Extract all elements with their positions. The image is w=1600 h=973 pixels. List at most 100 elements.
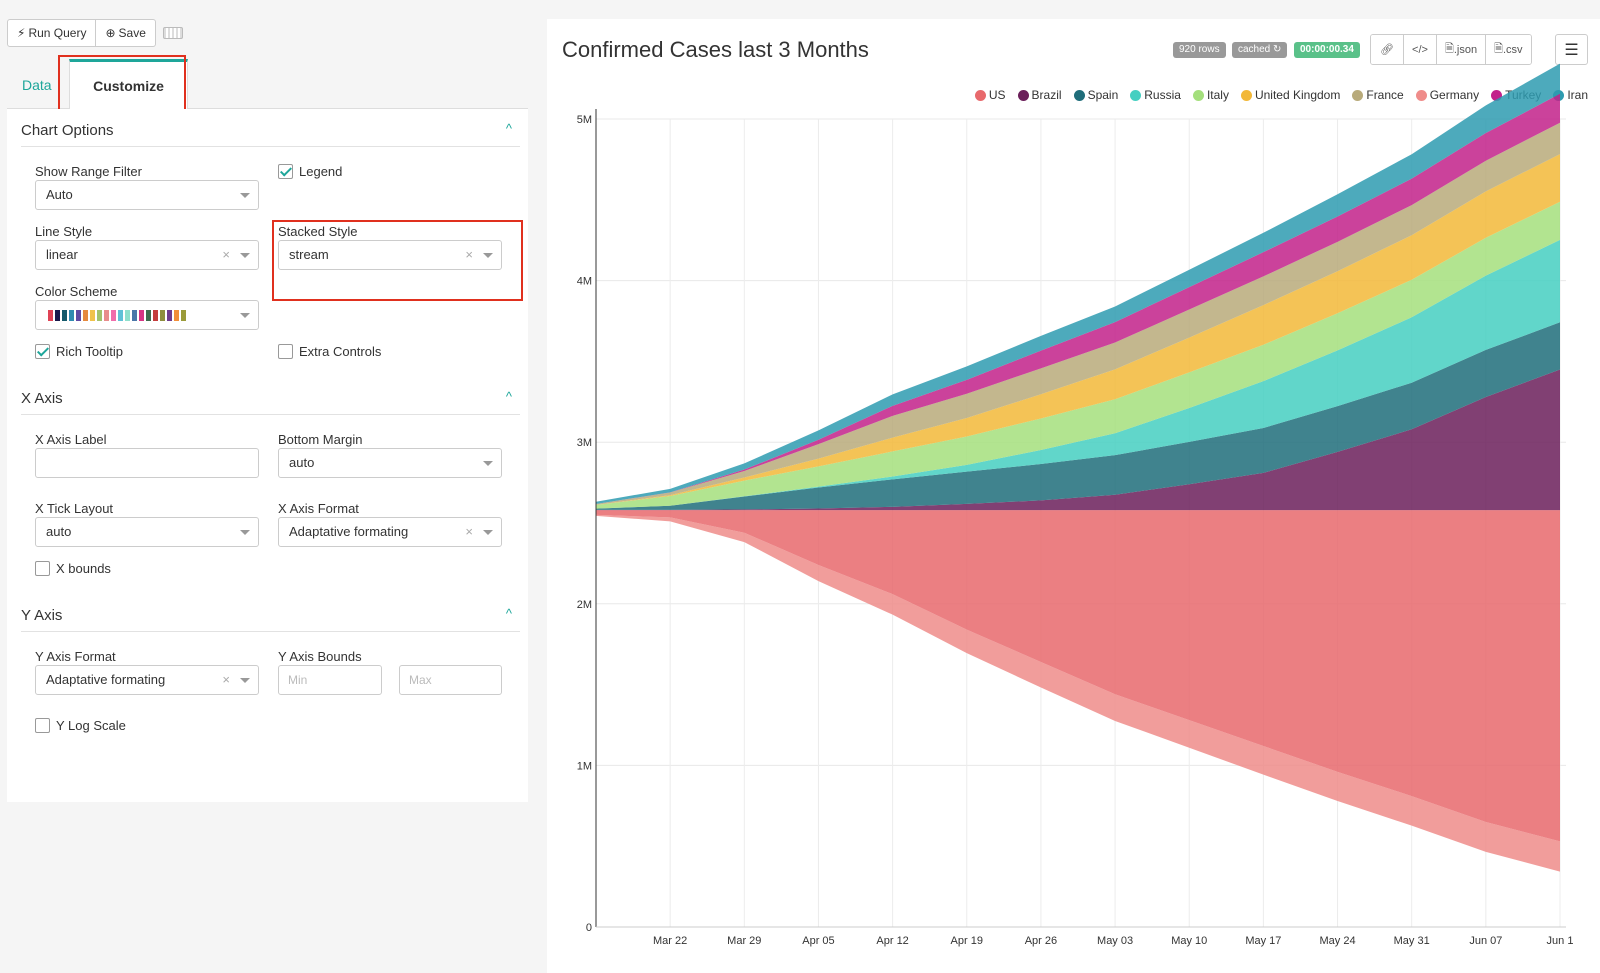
caret-down-icon bbox=[483, 530, 493, 535]
more-menu-button[interactable]: ☰ bbox=[1555, 34, 1588, 65]
legend-dot bbox=[1415, 89, 1427, 101]
color-swatch bbox=[160, 310, 165, 321]
legend-label: United Kingdom bbox=[1254, 88, 1341, 102]
legend-item[interactable]: Spain bbox=[1073, 88, 1119, 102]
line-style-select[interactable]: linear × bbox=[35, 240, 259, 270]
legend-label: US bbox=[988, 88, 1006, 102]
color-scheme-swatches bbox=[48, 310, 186, 321]
caret-down-icon bbox=[483, 253, 493, 258]
save-label: Save bbox=[118, 26, 146, 40]
color-swatch bbox=[111, 310, 116, 321]
stream-area-brazil bbox=[596, 369, 1560, 511]
stream-area-russia bbox=[596, 239, 1560, 509]
tab-customize[interactable]: Customize bbox=[69, 59, 188, 110]
file-icon: 🗎︎ bbox=[1494, 43, 1503, 55]
show-range-filter-label: Show Range Filter bbox=[35, 164, 142, 179]
extra-controls-checkbox[interactable]: Extra Controls bbox=[278, 344, 381, 359]
bottom-margin-select[interactable]: auto bbox=[278, 448, 502, 478]
rows-badge: 920 rows bbox=[1173, 42, 1226, 58]
y-tick-label: 3M bbox=[577, 437, 592, 449]
clear-icon[interactable]: × bbox=[222, 247, 230, 262]
file-icon: 🗎︎ bbox=[1445, 43, 1454, 55]
legend-dot bbox=[974, 89, 986, 101]
divider bbox=[21, 146, 520, 147]
stacked-style-select[interactable]: stream × bbox=[278, 240, 502, 270]
show-range-filter-select[interactable]: Auto bbox=[35, 180, 259, 210]
color-swatch bbox=[97, 310, 102, 321]
checkbox-checked-icon bbox=[278, 164, 293, 179]
legend-checkbox[interactable]: Legend bbox=[278, 164, 342, 179]
checkbox-unchecked-icon bbox=[35, 561, 50, 576]
legend-item[interactable]: Germany bbox=[1415, 88, 1479, 102]
y-log-scale-checkbox[interactable]: Y Log Scale bbox=[35, 718, 126, 733]
y-tick-label: 0 bbox=[586, 922, 592, 934]
chevron-up-icon[interactable]: ^ bbox=[505, 389, 512, 404]
x-bounds-checkbox[interactable]: X bounds bbox=[35, 561, 111, 576]
chevron-up-icon[interactable]: ^ bbox=[505, 121, 512, 136]
control-tabs: Data Customize bbox=[7, 59, 528, 110]
color-swatch bbox=[139, 310, 144, 321]
x-bounds-label: X bounds bbox=[56, 561, 111, 576]
x-tick-layout-select[interactable]: auto bbox=[35, 517, 259, 547]
legend-item[interactable]: Brazil bbox=[1017, 88, 1062, 102]
legend-dot bbox=[1073, 89, 1085, 101]
stream-chart: 0 1M 2M 3M 4M 5M Mar 22 Mar 29 Apr 05 Apr 12 Apr 1… bbox=[577, 63, 1573, 947]
legend-dot bbox=[1240, 89, 1252, 101]
run-query-button[interactable]: ⚡︎ Run Query bbox=[7, 19, 97, 47]
y-axis-bounds-label: Y Axis Bounds bbox=[278, 649, 362, 664]
y-tick-label: 4M bbox=[577, 276, 592, 288]
export-json-button[interactable]: 🗎︎ .json bbox=[1437, 35, 1487, 64]
color-swatch bbox=[125, 310, 130, 321]
y-axis-format-select[interactable]: Adaptative formating × bbox=[35, 665, 259, 695]
legend-label: Spain bbox=[1087, 88, 1119, 102]
plus-circle-icon: ⊕ bbox=[105, 26, 116, 40]
legend-item[interactable]: France bbox=[1352, 88, 1404, 102]
legend-item[interactable]: US bbox=[974, 88, 1006, 102]
x-tick-label: May 17 bbox=[1245, 935, 1281, 947]
x-axis-label-input[interactable] bbox=[35, 448, 259, 478]
chevron-up-icon[interactable]: ^ bbox=[505, 606, 512, 621]
checkbox-unchecked-icon bbox=[278, 344, 293, 359]
color-scheme-select[interactable] bbox=[35, 300, 259, 330]
section-x-axis[interactable]: X Axis bbox=[21, 390, 63, 407]
color-swatch bbox=[132, 310, 137, 321]
legend-dot bbox=[1491, 89, 1503, 101]
y-axis-format-label: Y Axis Format bbox=[35, 649, 116, 664]
rich-tooltip-checkbox[interactable]: Rich Tooltip bbox=[35, 344, 123, 359]
refresh-icon: ↻ bbox=[1273, 44, 1282, 55]
color-swatch bbox=[62, 310, 67, 321]
clear-icon[interactable]: × bbox=[222, 672, 230, 687]
link-button[interactable]: 🔗︎ bbox=[1371, 35, 1404, 64]
tab-data[interactable]: Data bbox=[22, 77, 52, 93]
embed-code-button[interactable]: </> bbox=[1404, 35, 1437, 64]
divider bbox=[21, 414, 520, 415]
cached-badge[interactable]: cached ↻ bbox=[1232, 42, 1288, 58]
color-swatch bbox=[90, 310, 95, 321]
save-button[interactable]: ⊕ Save bbox=[96, 19, 156, 47]
run-query-label: Run Query bbox=[28, 26, 87, 40]
keyboard-shortcuts-icon[interactable] bbox=[162, 27, 183, 39]
legend-item[interactable]: Italy bbox=[1192, 88, 1229, 102]
chart-actions: 🔗︎ </> 🗎︎ .json 🗎︎ .csv bbox=[1370, 34, 1532, 65]
legend-item[interactable]: Russia bbox=[1130, 88, 1181, 102]
section-y-axis[interactable]: Y Axis bbox=[21, 607, 63, 624]
export-csv-button[interactable]: 🗎︎ .csv bbox=[1486, 35, 1531, 64]
y-max-input[interactable] bbox=[399, 665, 502, 695]
color-swatch bbox=[167, 310, 172, 321]
show-range-filter-value: Auto bbox=[46, 187, 73, 202]
legend-item[interactable]: United Kingdom bbox=[1240, 88, 1341, 102]
customize-panel: Chart Options ^ Show Range Filter Auto L… bbox=[7, 109, 528, 802]
x-axis-format-value: Adaptative formating bbox=[289, 524, 409, 539]
json-label: .json bbox=[1453, 43, 1478, 56]
y-min-input[interactable] bbox=[278, 665, 382, 695]
clear-icon[interactable]: × bbox=[465, 524, 473, 539]
stacked-style-value: stream bbox=[289, 247, 329, 262]
x-axis-format-select[interactable]: Adaptative formating × bbox=[278, 517, 502, 547]
clear-icon[interactable]: × bbox=[465, 247, 473, 262]
caret-down-icon bbox=[240, 313, 250, 318]
color-swatch bbox=[55, 310, 60, 321]
color-swatch bbox=[153, 310, 158, 321]
x-tick-label: Apr 12 bbox=[876, 935, 908, 947]
section-chart-options[interactable]: Chart Options bbox=[21, 122, 114, 139]
y-axis-format-value: Adaptative formating bbox=[46, 672, 166, 687]
